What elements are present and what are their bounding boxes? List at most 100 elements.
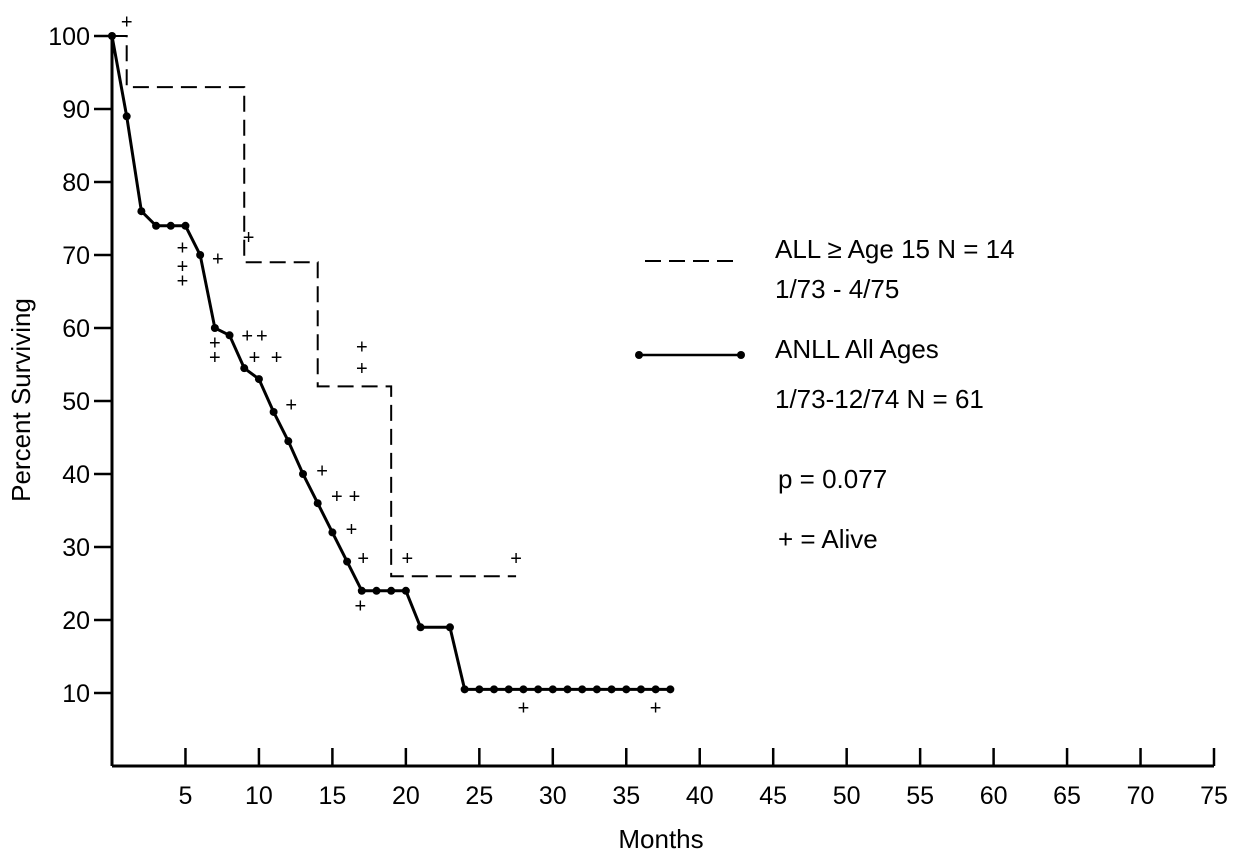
x-ticks: 5 10 15 20 25 30 35 40 45 50 55 60 65 70 75 — [179, 748, 1228, 810]
legend-anll-dot-left — [635, 351, 643, 359]
censor-mark-all: + — [243, 227, 255, 249]
y-ticks: 10 20 30 40 50 60 70 80 90 100 — [48, 23, 112, 708]
censor-mark-anll: + — [650, 698, 662, 720]
series-anll-point — [548, 685, 557, 694]
y-tick-label: 20 — [62, 607, 90, 635]
censor-mark-all: + — [401, 548, 413, 570]
y-tick-label: 80 — [62, 169, 90, 197]
legend-censor-note: + = Alive — [778, 524, 878, 554]
series-anll-point — [284, 437, 293, 446]
legend-anll-daterange: 1/73-12/74 N = 61 — [775, 384, 984, 414]
y-tick-label: 10 — [62, 680, 90, 708]
series-anll-point — [299, 470, 308, 478]
series-anll-point — [240, 364, 249, 373]
censor-mark-all: + — [356, 358, 368, 380]
series-anll-point — [166, 221, 175, 230]
series-anll-point — [269, 407, 278, 416]
series-anll-point — [651, 685, 660, 694]
x-tick-label: 20 — [392, 782, 420, 810]
x-tick-label: 45 — [759, 782, 787, 810]
censor-mark-anll: + — [349, 486, 361, 508]
series-anll-point — [416, 623, 425, 632]
y-axis-title: Percent Surviving — [6, 298, 36, 502]
censor-mark-anll: + — [331, 486, 343, 508]
censor-mark-anll: + — [177, 238, 189, 260]
censor-mark-anll: + — [241, 325, 253, 347]
censor-mark-anll: + — [212, 249, 224, 271]
series-anll-point — [636, 685, 645, 694]
censor-mark-anll: + — [316, 460, 328, 482]
x-tick-label: 65 — [1053, 782, 1081, 810]
x-tick-label: 5 — [179, 782, 193, 810]
series-anll-point — [108, 32, 116, 40]
censor-mark-all: + — [356, 336, 368, 358]
censor-mark-anll: + — [346, 519, 358, 541]
legend-anll-label: ANLL All Ages — [775, 334, 939, 364]
x-tick-label: 70 — [1127, 782, 1155, 810]
series-anll-point — [343, 557, 352, 566]
series-anll-point — [475, 685, 484, 694]
series-anll-point — [622, 685, 631, 694]
y-tick-label: 60 — [62, 315, 90, 343]
series-anll-point — [460, 685, 469, 694]
series-anll-point — [210, 324, 219, 332]
x-tick-label: 60 — [980, 782, 1008, 810]
series-all-line — [112, 35, 517, 578]
x-axis-title: Months — [618, 824, 703, 853]
series-anll-point — [519, 685, 528, 694]
censor-mark-all: + — [121, 11, 133, 33]
legend-anll-dot-right — [737, 351, 745, 359]
censor-mark-anll: + — [256, 325, 268, 347]
series-anll-point — [372, 586, 381, 595]
censor-mark-anll: + — [518, 698, 530, 720]
series-anll-point — [592, 685, 601, 694]
x-tick-label: 75 — [1200, 782, 1228, 810]
series-anll-point — [401, 586, 410, 595]
series-anll-point — [504, 685, 513, 694]
series-anll-point — [196, 251, 205, 259]
series-anll-point — [137, 207, 146, 216]
x-tick-label: 40 — [686, 782, 714, 810]
censor-mark-anll: + — [271, 347, 283, 369]
x-tick-label: 55 — [906, 782, 934, 810]
series-anll-point — [181, 221, 190, 230]
series-anll-point — [387, 586, 396, 595]
series-anll-point — [152, 221, 161, 230]
series-anll-point — [578, 685, 587, 694]
censor-mark-anll: + — [285, 395, 297, 417]
series-anll-point — [445, 623, 454, 632]
legend-pvalue: p = 0.077 — [778, 464, 887, 494]
legend-all-daterange: 1/73 - 4/75 — [775, 274, 899, 304]
y-tick-label: 50 — [62, 388, 90, 416]
censor-mark-anll: + — [357, 548, 369, 570]
series-anll-point — [534, 685, 543, 694]
series-anll-point — [666, 685, 675, 694]
y-tick-label: 90 — [62, 96, 90, 124]
series-anll-point — [490, 685, 499, 694]
series-anll-point — [563, 685, 572, 694]
censor-mark-anll: + — [209, 333, 221, 355]
legend-all-label: ALL ≥ Age 15 N = 14 — [775, 234, 1015, 264]
x-tick-label: 25 — [465, 782, 493, 810]
series-anll-point — [254, 375, 263, 384]
series-anll-point — [607, 685, 616, 694]
censor-mark-anll: + — [177, 271, 189, 293]
legend: ALL ≥ Age 15 N = 14 1/73 - 4/75 ANLL All… — [635, 234, 1015, 554]
x-tick-label: 50 — [833, 782, 861, 810]
x-tick-label: 15 — [318, 782, 346, 810]
y-tick-label: 30 — [62, 534, 90, 562]
censor-mark-anll: + — [354, 595, 366, 617]
censor-mark-anll: + — [177, 256, 189, 278]
series-layer: +++++ ++++++++ ++ ++++ +++++ + — [108, 11, 675, 720]
censor-mark-anll: + — [209, 347, 221, 369]
series-anll-point — [225, 331, 234, 340]
x-tick-label: 30 — [539, 782, 567, 810]
x-tick-label: 10 — [245, 782, 273, 810]
censor-mark-all: + — [510, 548, 522, 570]
x-tick-label: 35 — [612, 782, 640, 810]
series-anll-point — [122, 112, 131, 121]
y-tick-label: 40 — [62, 461, 90, 489]
y-tick-label: 100 — [48, 23, 90, 51]
series-anll-point — [357, 586, 366, 595]
